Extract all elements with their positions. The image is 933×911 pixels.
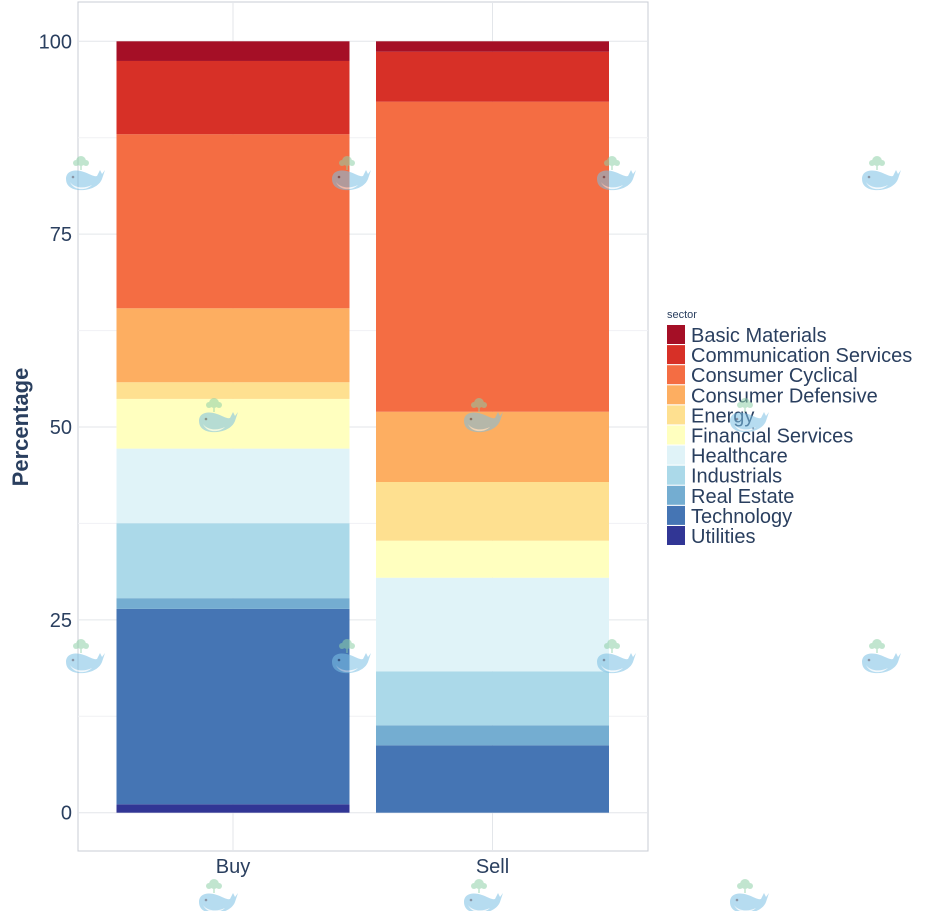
legend-swatch [667, 505, 685, 525]
bars [116, 41, 609, 813]
legend-label: Utilities [691, 526, 755, 548]
bar-segment-real-estate [376, 725, 609, 746]
whale-icon [66, 639, 105, 674]
bar-segment-financial-services [376, 540, 609, 578]
bar-segment-consumer-defensive [116, 308, 350, 383]
bar-segment-real-estate [116, 598, 350, 609]
whale-icon [730, 879, 769, 911]
legend-swatch [667, 425, 685, 445]
y-tick-label: 0 [61, 803, 72, 825]
whale-icon [66, 156, 105, 191]
legend-swatch [667, 345, 685, 365]
whale-icon [597, 156, 636, 191]
y-tick-label: 25 [50, 610, 72, 632]
bar-segment-communication-services [116, 60, 350, 135]
legend-label: Communication Services [691, 345, 912, 367]
bar-stack-buy [116, 41, 350, 813]
bar-segment-consumer-cyclical [376, 101, 609, 412]
bar-stack-sell [376, 41, 609, 813]
legend-label: Financial Services [691, 426, 853, 448]
legend-swatch [667, 325, 685, 344]
whale-icon [862, 639, 901, 674]
bar-segment-healthcare [116, 448, 350, 524]
legend-label: Healthcare [691, 446, 788, 468]
whale-icon [199, 879, 238, 911]
legend-swatch [667, 405, 685, 425]
legend-label: Industrials [691, 466, 782, 488]
whale-icon [730, 398, 769, 433]
legend-label: Consumer Defensive [691, 385, 878, 407]
legend-swatch [667, 485, 685, 505]
bar-segment-energy [376, 482, 609, 541]
whale-icon [862, 156, 901, 191]
watermark-layer-top [66, 156, 901, 911]
whale-icon [464, 398, 503, 433]
bar-segment-utilities [116, 804, 350, 813]
bar-segment-technology [376, 745, 609, 813]
legend-swatch [667, 385, 685, 405]
bar-segment-basic-materials [376, 41, 609, 52]
bar-segment-basic-materials [116, 41, 350, 61]
bar-segment-energy [116, 382, 350, 399]
bar-segment-industrials [376, 671, 609, 726]
y-tick-label: 75 [50, 224, 72, 246]
whale-icon [597, 639, 636, 674]
bar-segment-consumer-cyclical [116, 134, 350, 309]
legend-swatch [667, 526, 685, 545]
legend-label: Basic Materials [691, 325, 827, 347]
whale-icon [464, 879, 503, 911]
y-tick-label: 100 [39, 31, 72, 53]
legend-title: sector [667, 309, 697, 321]
x-tick-label: Sell [476, 856, 509, 878]
y-axis: 0 25 50 75 100 [39, 31, 72, 824]
legend-swatch [667, 445, 685, 465]
bar-segment-healthcare [376, 577, 609, 672]
legend-swatch [667, 465, 685, 485]
legend-label: Technology [691, 506, 792, 528]
x-tick-label: Buy [216, 856, 250, 878]
legend-label: Consumer Cyclical [691, 365, 858, 387]
x-axis: Buy Sell [216, 856, 509, 878]
bar-segment-industrials [116, 523, 350, 599]
bar-segment-communication-services [376, 51, 609, 102]
legend-swatch [667, 365, 685, 385]
whale-icon [332, 639, 371, 674]
whale-icon [199, 398, 238, 433]
y-tick-label: 50 [50, 417, 72, 439]
legend-label: Real Estate [691, 486, 794, 508]
whale-icon [332, 156, 371, 191]
y-axis-title: Percentage [8, 368, 33, 487]
bar-segment-technology [116, 608, 350, 805]
